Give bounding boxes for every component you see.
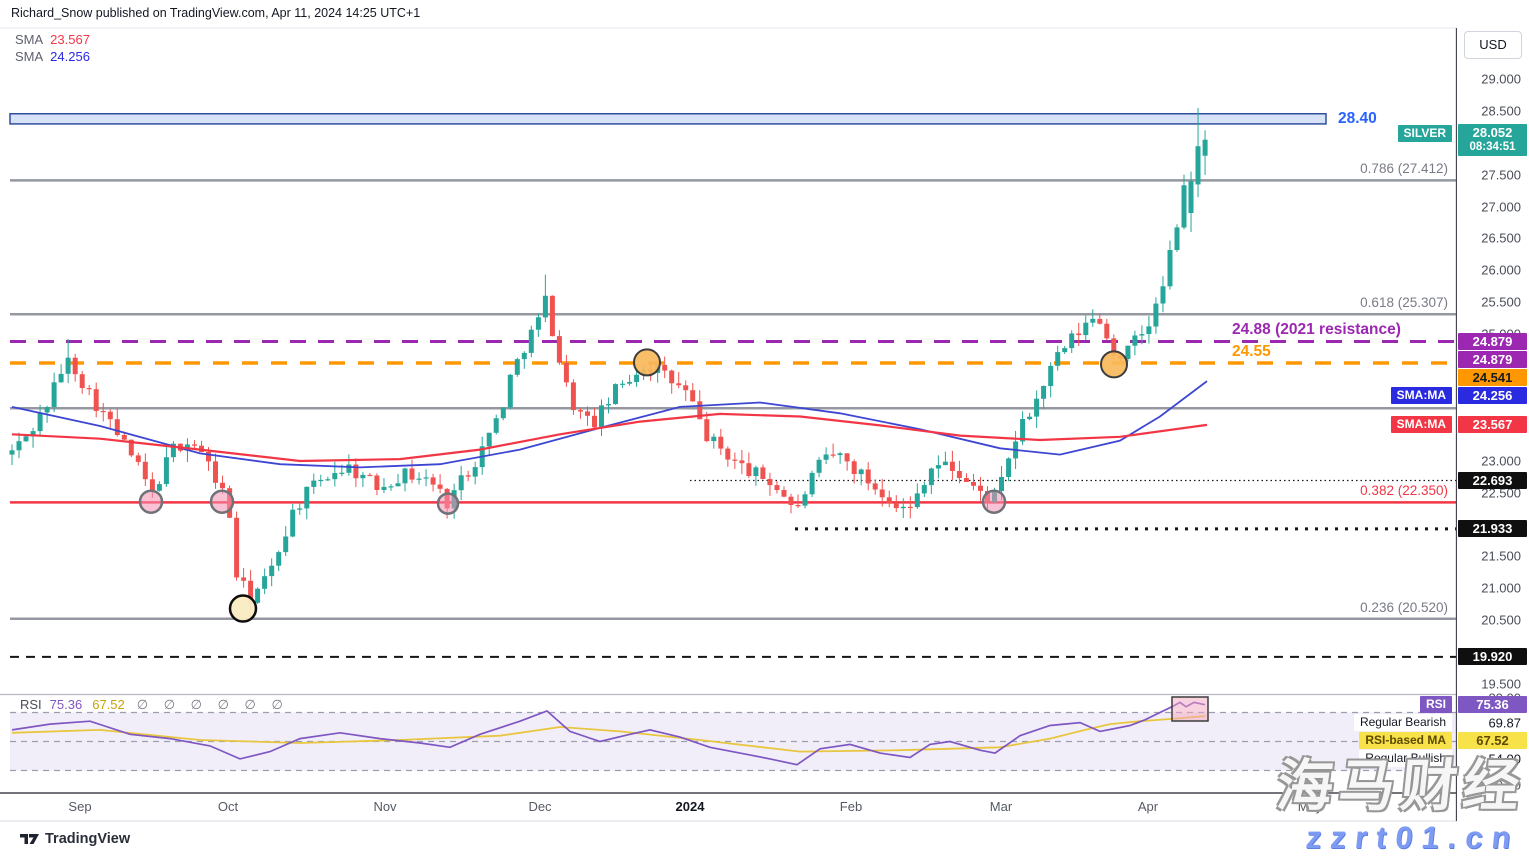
- price-label-badge: 28.052 08:34:51: [1458, 124, 1527, 157]
- sma2-value: 24.256: [50, 49, 90, 64]
- price-label-badge: 23.567: [1458, 416, 1527, 434]
- resistance-band: [9, 112, 1327, 125]
- price-tick: 27.000: [1481, 199, 1521, 215]
- price-tick: 25.500: [1481, 294, 1521, 310]
- price-tick: 19.500: [1481, 676, 1521, 692]
- price-label-badge: 24.879: [1458, 350, 1527, 368]
- publish-byline: Richard_Snow published on TradingView.co…: [11, 6, 421, 20]
- time-axis-label: Sep: [68, 799, 92, 814]
- time-axis-label: Oct: [217, 799, 239, 814]
- currency-usd-button[interactable]: USD: [1464, 31, 1522, 59]
- time-axis-label: Apr: [1137, 799, 1159, 814]
- silver-tag: SILVER: [1397, 125, 1452, 143]
- price-tick: 29.000: [1481, 71, 1521, 87]
- rsi-tick: 20.00: [1488, 777, 1521, 793]
- sma-legend-row-2[interactable]: SMA 24.256: [15, 48, 90, 65]
- time-axis-label: May: [1297, 799, 1323, 814]
- sma-blue-line: [11, 380, 1208, 469]
- axis-value-text: 69.87: [1488, 715, 1521, 731]
- price-label-badge: 67.52: [1458, 732, 1527, 750]
- price-label-badge: 24.256: [1458, 386, 1527, 404]
- rsi-ma-line: [11, 715, 1206, 753]
- rsi-value: 75.36: [49, 697, 83, 712]
- time-axis-label: Mar: [989, 799, 1013, 814]
- indicator-legend: SMA 23.567 SMA 24.256: [15, 31, 90, 65]
- marker-circle: [981, 489, 1007, 514]
- price-tick: 27.500: [1481, 167, 1521, 183]
- purple-resistance-label[interactable]: 24.88 (2021 resistance): [1232, 321, 1401, 339]
- time-axis-label: Feb: [839, 799, 863, 814]
- rsi-line: [11, 701, 1206, 766]
- time-axis-label: 2024: [675, 799, 705, 814]
- orange-level-label[interactable]: 24.55: [1232, 342, 1271, 360]
- marker-circle: [228, 594, 258, 623]
- sma1-label: SMA: [15, 32, 44, 47]
- rsi-tag: RSI: [1419, 696, 1452, 714]
- tradingview-logo-icon: [20, 834, 39, 844]
- tradingview-logo[interactable]: TradingView: [20, 831, 130, 847]
- candle-series: [9, 108, 1208, 617]
- price-tick: 26.500: [1481, 230, 1521, 246]
- sma-ma-tag: SMA:MA: [1390, 386, 1452, 404]
- price-tick: 21.000: [1481, 580, 1521, 596]
- price-tick: 23.000: [1481, 453, 1521, 469]
- rsi-based-ma-tag: RSI-based MA: [1359, 732, 1452, 750]
- axis-value-text: 54.00: [1488, 751, 1521, 767]
- rsi-label: RSI: [20, 697, 42, 712]
- price-label-badge: 24.879: [1458, 332, 1527, 350]
- time-axis[interactable]: Sep Oct Nov Dec 2024 Feb Mar Apr May: [0, 795, 1529, 821]
- fib-label: 0.786 (27.412): [1360, 161, 1448, 177]
- sma-legend-row-1[interactable]: SMA 23.567: [15, 31, 90, 48]
- fib-label: 0.382 (22.350): [1360, 483, 1448, 499]
- tradingview-logo-text: TradingView: [45, 831, 131, 847]
- price-tick: 28.500: [1481, 103, 1521, 119]
- marker-circle: [209, 489, 235, 514]
- price-tick: 20.500: [1481, 612, 1521, 628]
- sma1-value: 23.567: [50, 32, 90, 47]
- sma-red-line: [11, 412, 1208, 463]
- fib-label: 0.618 (25.307): [1360, 295, 1448, 311]
- sma2-label: SMA: [15, 49, 44, 64]
- regular-bullish-tag: Regular Bullish: [1359, 750, 1452, 768]
- fib-label: 0.236 (20.520): [1360, 599, 1448, 615]
- marker-circle: [138, 489, 164, 514]
- price-label-badge: 22.693: [1458, 472, 1527, 490]
- time-axis-label: Nov: [373, 799, 397, 814]
- marker-circle: [436, 492, 460, 515]
- price-label-badge: 21.933: [1458, 520, 1527, 538]
- marker-circle: [1100, 350, 1128, 379]
- rsi-highlight-box: [1171, 696, 1209, 722]
- time-axis-label: Dec: [528, 799, 552, 814]
- price-tick: 26.000: [1481, 262, 1521, 278]
- countdown-timer: 08:34:51: [1469, 141, 1516, 154]
- price-label-badge: 75.36: [1458, 696, 1527, 714]
- price-tick: 21.500: [1481, 548, 1521, 564]
- resistance-band-label[interactable]: 28.40: [1338, 109, 1377, 127]
- regular-bearish-tag: Regular Bearish: [1353, 714, 1452, 732]
- rsi-ma-value: 67.52: [92, 697, 125, 712]
- price-label-badge: 19.920: [1458, 648, 1527, 666]
- price-axis[interactable]: USD 29.000 28.500 27.500 27.000 26.500 26.000…: [1457, 0, 1529, 857]
- rsi-empty-params: ∅ ∅ ∅ ∅ ∅ ∅: [136, 697, 289, 712]
- price-label-badge: 24.541: [1458, 368, 1527, 386]
- sma-ma-tag: SMA:MA: [1390, 416, 1452, 434]
- marker-circle: [633, 348, 661, 377]
- rsi-legend[interactable]: RSI 75.36 67.52 ∅ ∅ ∅ ∅ ∅ ∅: [20, 697, 289, 713]
- price-tick: 22.500: [1481, 485, 1521, 501]
